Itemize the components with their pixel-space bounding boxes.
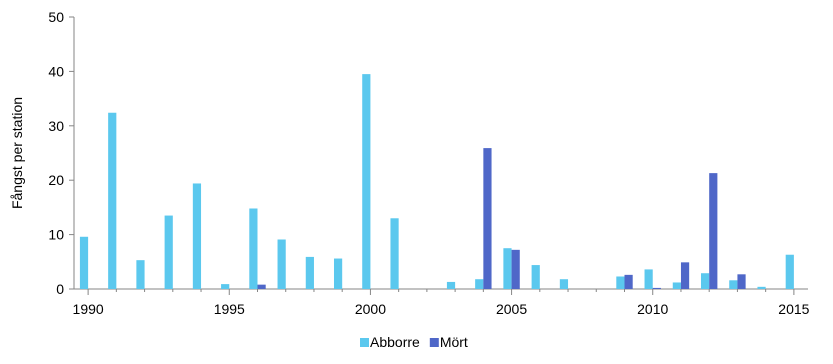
bar-abborre-2005: [503, 248, 512, 289]
legend: Abborre Mört: [360, 334, 468, 350]
bar-abborre-2015: [785, 254, 794, 289]
bar-abborre-2007: [559, 279, 569, 289]
bar-abborre-2000: [362, 74, 371, 290]
bar-abborre-1999: [333, 258, 343, 289]
bar-abborre-1993: [164, 215, 173, 289]
legend-label: Mört: [440, 334, 468, 350]
bar-abborre-2004: [475, 279, 484, 289]
x-tick-label: 1995: [214, 301, 245, 317]
bar-abborre-1994: [192, 183, 202, 289]
x-tick-label: 2015: [778, 301, 809, 317]
bar-mort-2012: [709, 173, 718, 289]
bar-mort-2013: [737, 274, 746, 289]
bar-mort-2011: [680, 262, 690, 289]
bar-abborre-2011: [672, 282, 681, 289]
bar-abborre-1997: [277, 239, 286, 289]
bar-abborre-2014: [757, 286, 766, 289]
bar-mort-2009: [624, 274, 633, 289]
bar-abborre-1996: [249, 208, 258, 289]
y-axis-title: Fångst per station: [9, 97, 25, 209]
bar-mort-1996: [257, 284, 266, 289]
legend-swatch: [360, 338, 369, 347]
bar-abborre-1995: [221, 284, 230, 289]
bar-abborre-2001: [390, 218, 399, 289]
y-tick-label: 0: [56, 281, 64, 297]
x-tick-label: 2000: [355, 301, 386, 317]
legend-swatch: [429, 338, 439, 347]
bar-abborre-1990: [79, 236, 89, 289]
bar-abborre-2009: [616, 276, 625, 289]
y-tick-label: 50: [48, 9, 64, 25]
x-tick-label: 2005: [496, 301, 527, 317]
bar-mort-2010: [652, 287, 661, 289]
y-tick-label: 20: [48, 172, 64, 188]
x-tick-label: 1990: [73, 301, 104, 317]
bar-abborre-1992: [136, 260, 145, 289]
x-tick-label: 2010: [637, 301, 668, 317]
bar-abborre-1998: [305, 256, 314, 289]
y-tick-label: 40: [48, 63, 64, 79]
bar-mort-2004: [483, 148, 492, 289]
y-axis: 0 10 20 30 40 50: [48, 9, 75, 297]
bar-abborre-2006: [531, 265, 540, 289]
bar-abborre-2003: [446, 281, 456, 289]
y-tick-label: 30: [48, 118, 64, 134]
bar-abborre-2012: [700, 273, 710, 289]
legend-label: Abborre: [370, 334, 420, 350]
bar-abborre-1991: [108, 112, 117, 289]
x-axis: 1990 1995 2000 2005 2010 2015: [73, 288, 810, 317]
y-tick-label: 10: [48, 227, 64, 243]
bar-abborre-2013: [729, 280, 738, 289]
bar-abborre-2010: [644, 269, 653, 289]
bar-mort-2005: [511, 249, 520, 289]
bars: [79, 74, 794, 290]
